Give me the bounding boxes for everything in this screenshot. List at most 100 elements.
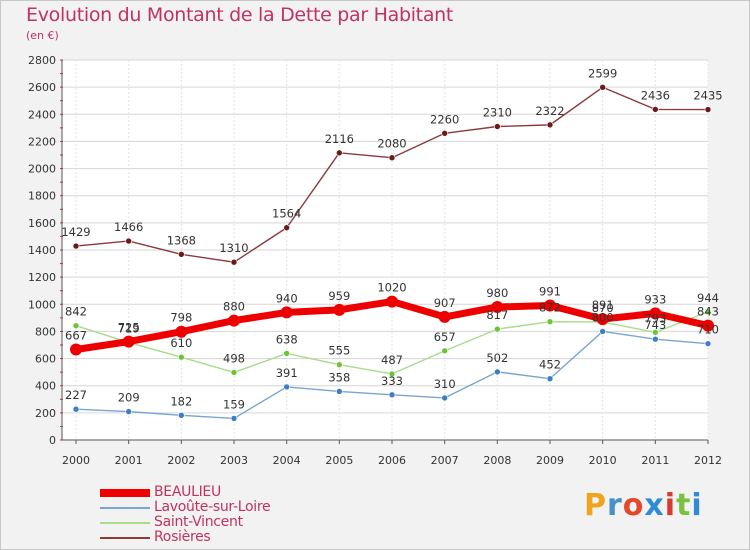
data-label: 800 [592,310,614,324]
legend-label: BEAULIEU [154,484,221,500]
logo-letter: i [664,488,677,523]
y-tick-label: 1200 [28,271,56,284]
data-point [704,106,712,113]
data-label: 502 [486,351,508,365]
data-label: 991 [539,285,561,299]
data-point [388,391,396,399]
legend-swatch [100,507,150,509]
legend-label: Rosières [154,529,211,545]
data-label: 2435 [693,89,722,103]
data-label: 710 [697,323,719,337]
logo-letter: i [691,488,703,523]
y-tick-label: 1800 [28,190,56,203]
data-point [122,335,135,348]
x-tick-label: 2007 [431,454,459,467]
logo-letter: t [676,488,692,523]
data-point [388,370,396,378]
x-tick-label: 2006 [378,454,406,467]
data-point [283,383,290,391]
data-point [438,310,451,323]
data-label: 333 [381,374,403,388]
data-label: 391 [276,366,298,380]
y-tick-label: 800 [35,325,56,338]
data-label: 182 [170,394,192,408]
data-point [388,154,396,162]
data-label: 452 [539,358,561,372]
data-point [283,350,290,357]
legend-swatch [100,489,150,497]
data-label: 1020 [377,281,406,295]
x-tick-label: 2002 [167,454,195,467]
data-label: 870 [592,301,614,315]
data-point [72,322,80,330]
data-label: 980 [486,286,508,300]
data-label: 610 [170,336,192,350]
data-point [178,411,185,419]
data-label: 907 [434,296,456,310]
data-point [336,361,343,368]
logo-letter: o [622,488,645,523]
y-tick-label: 2200 [28,135,56,148]
data-label: 555 [328,344,350,358]
logo-letter: x [644,488,665,523]
data-point [230,258,238,266]
data-label: 657 [434,330,456,344]
logo-letter: r [607,488,623,523]
data-point [494,123,501,130]
data-label: 1368 [167,233,196,247]
data-label: 725 [118,321,140,335]
data-label: 719 [118,321,140,335]
data-point [491,301,504,313]
x-tick-label: 2008 [483,454,511,467]
data-point [652,329,659,336]
data-point [596,313,609,326]
data-label: 2080 [377,137,406,151]
data-label: 667 [65,328,87,342]
data-label: 798 [170,311,192,325]
y-tick-label: 2000 [28,163,56,176]
data-label: 2116 [325,132,354,146]
data-label: 1564 [272,207,301,221]
data-point [72,405,80,413]
data-label: 2310 [483,106,512,120]
data-label: 2436 [641,88,670,102]
y-tick-label: 600 [35,353,56,366]
x-tick-label: 2001 [115,454,143,467]
data-label: 1310 [219,241,248,255]
data-label: 817 [486,308,508,322]
data-point [333,303,346,316]
y-tick-label: 400 [35,380,56,393]
data-point [494,325,501,333]
data-label: 933 [644,292,666,306]
chart-title: Evolution du Montant de la Dette par Hab… [26,4,454,26]
data-point [546,375,554,382]
data-label: 959 [328,289,350,303]
data-label: 2260 [430,112,459,126]
data-label: 842 [65,305,87,319]
data-point [283,224,290,232]
data-point [125,408,132,415]
y-tick-label: 2600 [28,81,56,94]
legend-label: Saint-Vincent [154,514,243,530]
y-tick-label: 200 [35,407,56,420]
legend-swatch [100,537,150,539]
data-point [546,318,554,325]
data-point [652,106,659,113]
data-point [441,129,448,137]
data-point [336,149,343,157]
data-point [230,415,238,422]
data-point [652,335,659,343]
data-label: 880 [223,300,245,314]
data-point [702,319,714,332]
data-point [230,369,238,376]
data-label: 1466 [114,220,143,234]
data-point [228,314,240,327]
data-point [336,388,343,395]
data-point [125,237,132,245]
data-point [704,340,712,347]
data-label: 487 [381,353,403,367]
data-point [178,353,185,361]
data-label: 1429 [61,225,90,239]
data-point [70,343,82,356]
